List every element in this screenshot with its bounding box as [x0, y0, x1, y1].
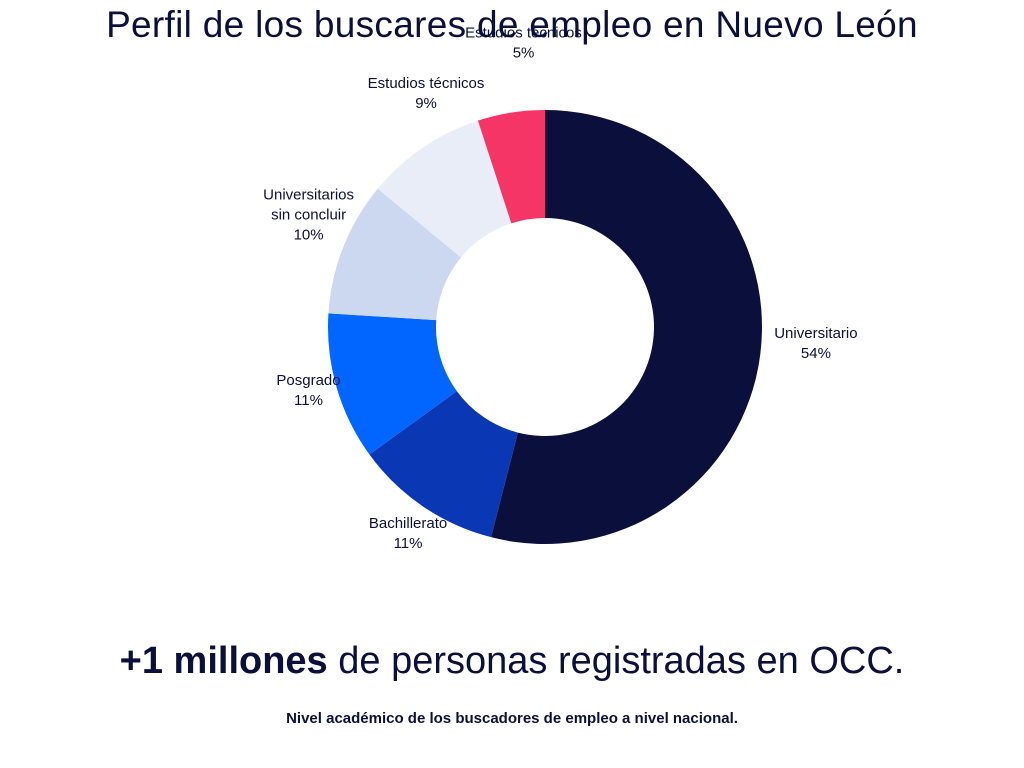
slice-label-5: Estudios técnicos 5%: [465, 24, 582, 61]
slice-name-3: Universitarios: [263, 186, 354, 203]
donut-slices: [328, 110, 763, 545]
slice-value-3: 10%: [294, 226, 324, 243]
slice-label-2: Posgrado 11%: [276, 372, 340, 409]
donut-chart: Universitario 54% Bachillerato 11% Posgrado 1…: [263, 24, 857, 552]
donut-slice-4: [377, 120, 512, 258]
slice-label-3: Universitarios sin concluir 10%: [263, 186, 354, 243]
chart-title: Perfil de los buscares de empleo en Nuev…: [106, 4, 918, 45]
slice-name-1: Bachillerato: [369, 515, 447, 532]
donut-slice-0: [491, 110, 763, 545]
slice-name-3: sin concluir: [271, 206, 346, 223]
slice-label-0: Universitario 54%: [774, 325, 857, 362]
slice-name-5: Estudios técnicos: [465, 24, 582, 41]
slice-label-4: Estudios técnicos 9%: [368, 75, 485, 112]
slice-label-1: Bachillerato 11%: [369, 515, 447, 552]
headline: +1 millones de personas registradas en O…: [0, 640, 1024, 683]
donut-slice-5: [477, 110, 545, 224]
slice-name-0: Universitario: [774, 325, 857, 342]
slice-value-4: 9%: [415, 95, 437, 112]
slice-name-2: Posgrado: [276, 372, 340, 389]
slice-name-4: Estudios técnicos: [368, 75, 485, 92]
donut-slice-3: [328, 188, 462, 321]
headline-rest: de personas registradas en OCC.: [327, 640, 905, 682]
donut-slice-1: [369, 391, 518, 538]
slice-value-5: 5%: [513, 44, 535, 61]
slice-value-1: 11%: [394, 535, 423, 552]
donut-slice-2: [328, 313, 457, 455]
slice-value-2: 11%: [294, 392, 323, 409]
donut-labels: Universitario 54% Bachillerato 11% Posgrado 1…: [263, 24, 857, 552]
slice-value-0: 54%: [801, 345, 831, 362]
headline-bold: +1 millones: [119, 640, 328, 682]
footnote: Nivel académico de los buscadores de emp…: [286, 710, 738, 727]
